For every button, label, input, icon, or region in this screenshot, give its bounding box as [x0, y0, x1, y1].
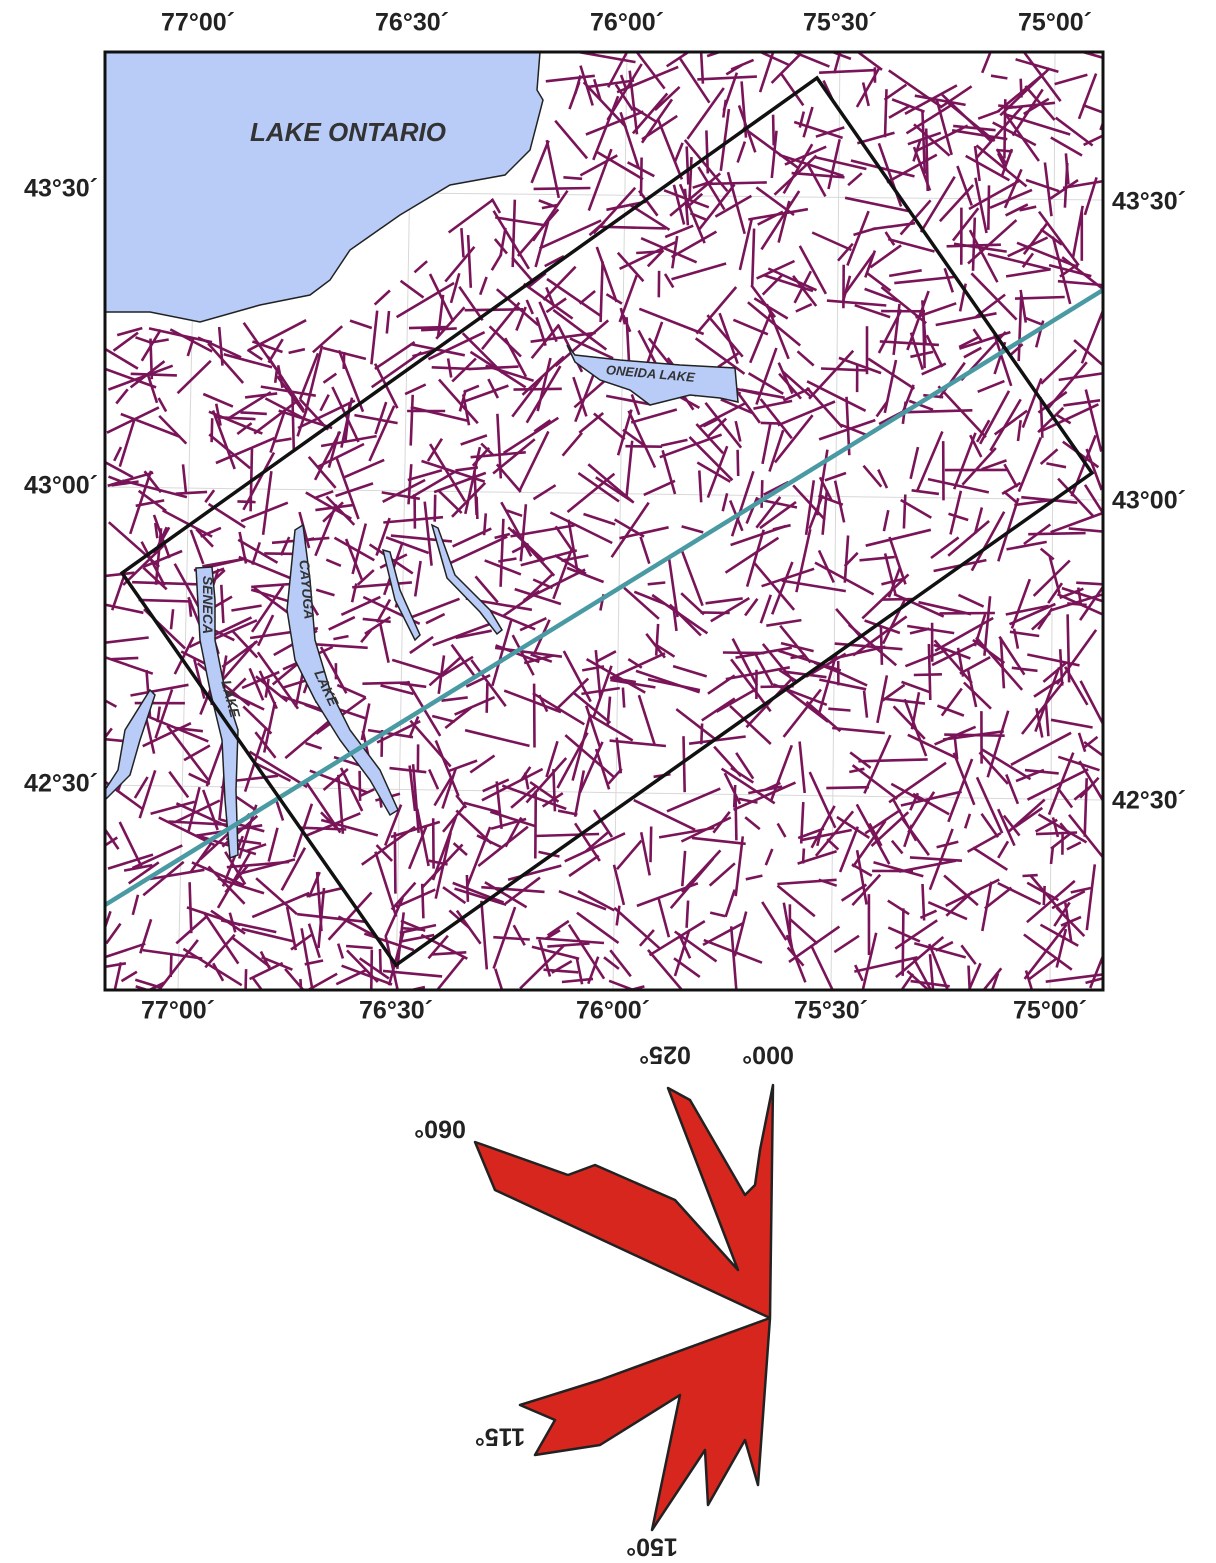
- lineament: [139, 600, 192, 602]
- lat-tick-label: 42°30´: [24, 770, 98, 798]
- lineament: [997, 150, 1013, 152]
- lineament: [1023, 875, 1038, 876]
- lineament: [773, 115, 774, 146]
- lineament: [885, 89, 887, 137]
- lineament: [687, 901, 689, 928]
- lineament: [988, 185, 989, 230]
- rose-label: 150°: [626, 1532, 678, 1560]
- lineament: [929, 644, 930, 700]
- lon-tick-label: 75°00´: [1013, 997, 1087, 1025]
- lineament: [171, 954, 172, 977]
- lon-tick-label: 76°30´: [375, 9, 449, 37]
- lineament: [1044, 886, 1045, 905]
- lon-tick-label: 75°30´: [794, 997, 868, 1025]
- lineament: [563, 177, 582, 179]
- lat-tick-label: 43°30´: [1112, 188, 1186, 216]
- lineament: [534, 188, 591, 189]
- lineament: [687, 146, 689, 184]
- rose-label: 025°: [639, 1040, 691, 1068]
- lineament: [636, 251, 663, 253]
- lineament: [176, 492, 207, 494]
- lineament: [1028, 533, 1085, 534]
- lineament: [1015, 297, 1065, 299]
- lineament: [245, 969, 246, 997]
- lat-tick-label: 43°00´: [24, 472, 98, 500]
- lineament: [706, 182, 767, 184]
- lineament: [1021, 79, 1022, 98]
- lineament: [761, 423, 781, 424]
- lineament: [701, 724, 702, 745]
- lat-tick-label: 43°00´: [1112, 487, 1186, 515]
- lake-label: SENECA: [200, 576, 216, 634]
- rose-label: 000°: [742, 1040, 794, 1068]
- lineament: [553, 769, 555, 811]
- lineament: [395, 832, 396, 894]
- lineament: [904, 495, 905, 529]
- lineament: [826, 787, 869, 788]
- lineament: [684, 736, 685, 792]
- lineament: [903, 908, 904, 976]
- lon-tick-label: 77°00´: [161, 9, 235, 37]
- lon-tick-label: 76°30´: [359, 997, 433, 1025]
- lineament: [762, 480, 763, 508]
- lineament: [380, 949, 381, 974]
- lineament: [803, 849, 804, 864]
- lineament: [723, 653, 765, 654]
- lineament: [344, 352, 345, 369]
- lineament: [738, 450, 739, 476]
- lat-tick-label: 42°30´: [1112, 787, 1186, 815]
- lat-tick-label: 43°30´: [24, 175, 98, 203]
- lineament: [477, 497, 478, 519]
- lon-tick-label: 75°00´: [1018, 9, 1092, 37]
- lineament: [1068, 614, 1070, 682]
- lineament: [240, 412, 266, 414]
- lineament: [914, 674, 942, 675]
- rose-label: 060°: [414, 1114, 466, 1142]
- lineament: [487, 683, 488, 713]
- lineament: [736, 799, 737, 841]
- lineament: [212, 418, 213, 442]
- lineament: [435, 495, 436, 522]
- lake-label: LAKE ONTARIO: [250, 117, 446, 147]
- lon-tick-label: 76°00´: [590, 9, 664, 37]
- rose-diagram: [475, 1085, 773, 1530]
- lineament: [112, 658, 139, 659]
- lineament: [535, 791, 536, 859]
- figure: LAKE ONTARIO ONEIDA LAKE SENECA LAKE CAY…: [0, 0, 1216, 1563]
- lineament: [881, 626, 882, 665]
- lon-tick-label: 76°00´: [576, 997, 650, 1025]
- lon-tick-label: 75°30´: [803, 9, 877, 37]
- rose-label: 115°: [475, 1422, 525, 1450]
- lineament: [422, 884, 423, 919]
- lineament: [623, 688, 624, 708]
- lineament: [421, 328, 457, 330]
- lineament: [648, 583, 666, 585]
- lineament: [514, 389, 562, 390]
- lineament: [973, 218, 975, 271]
- lineament: [828, 709, 850, 711]
- lineament: [651, 827, 652, 863]
- lon-tick-label: 77°00´: [141, 997, 215, 1025]
- lineament: [923, 884, 925, 921]
